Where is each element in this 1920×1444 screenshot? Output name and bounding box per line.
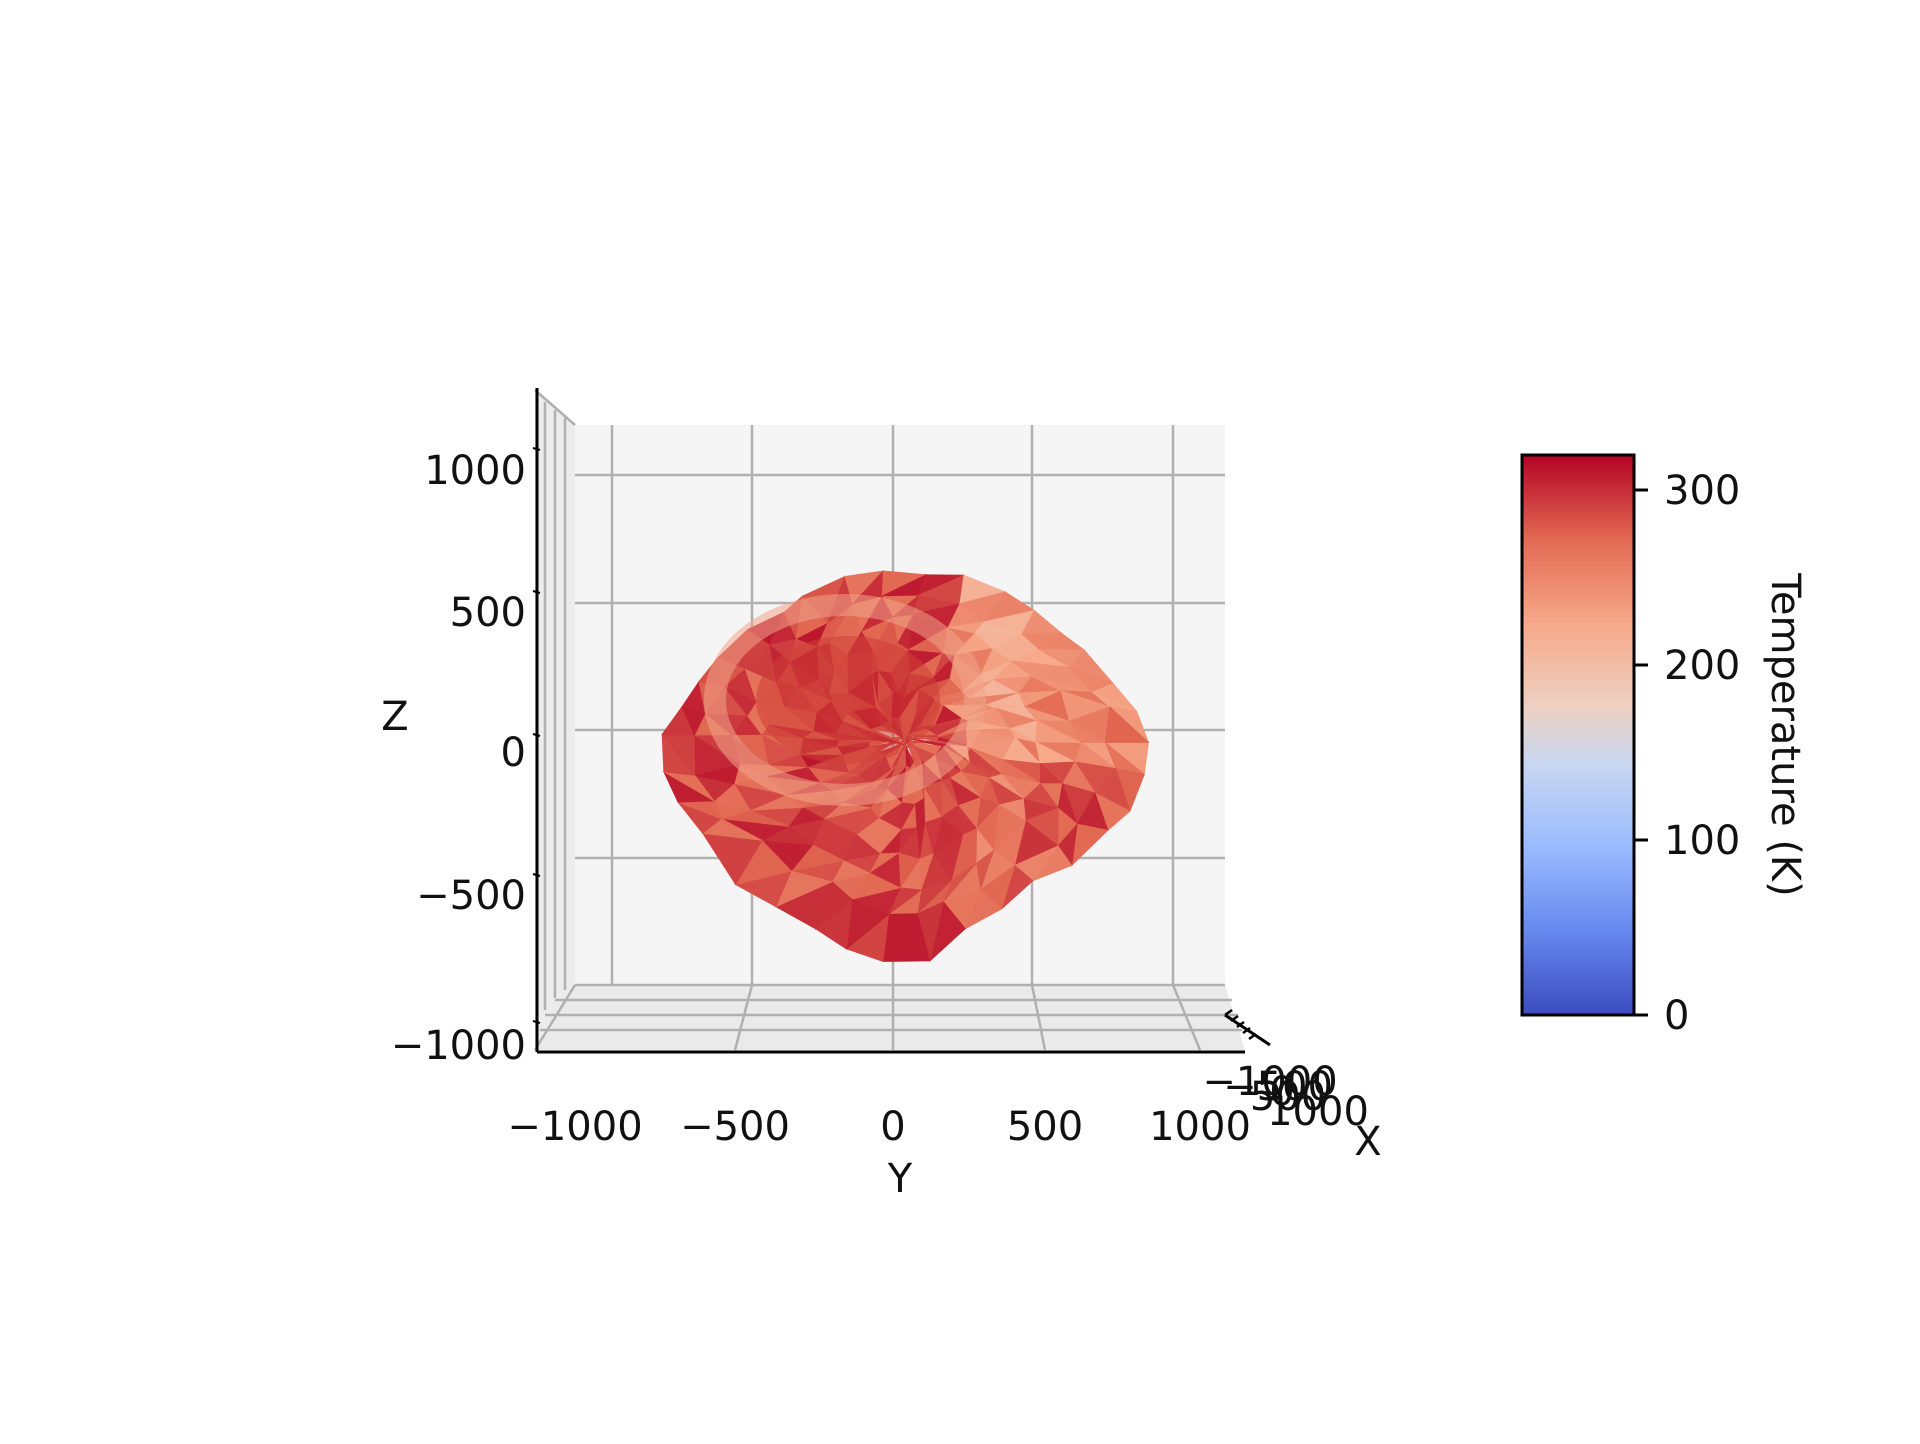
grid-floor-4 xyxy=(1171,984,1202,1051)
z-tick-label-0: −1000 xyxy=(391,1023,526,1069)
temperature-surface xyxy=(661,569,1150,963)
x-tick-label-2: 0 xyxy=(1269,1069,1294,1115)
y-tick-label-1: −500 xyxy=(680,1104,790,1150)
surface-facet-373 xyxy=(1068,720,1107,744)
surface-facet-441 xyxy=(1104,705,1150,743)
y-tick-labels: −1000 −500 0 500 1000 xyxy=(507,1104,1251,1150)
colorbar-ticks: 0 100 200 300 xyxy=(1634,468,1740,1039)
z-tick-mark-4 xyxy=(532,447,541,451)
colorbar-tick-label-2: 200 xyxy=(1664,643,1740,689)
colorbar-tick-label-1: 100 xyxy=(1664,818,1740,864)
surface-facet-305 xyxy=(1035,720,1082,743)
z-tick-mark-2 xyxy=(532,733,541,737)
z-tick-label-2: 0 xyxy=(501,730,526,776)
grid-side-0 xyxy=(534,389,576,426)
grid-floor-0 xyxy=(533,984,577,1051)
x-tick-mark-4 xyxy=(1248,1032,1257,1041)
x-tick-label-0: −1000 xyxy=(1202,1059,1337,1105)
z-tick-mark-3 xyxy=(532,590,541,594)
crater-ridge xyxy=(704,594,986,806)
z-tick-mark-0 xyxy=(532,1020,541,1024)
colorbar-gradient xyxy=(1520,453,1636,1017)
x-tick-mark-1 xyxy=(1230,1014,1239,1023)
z-tick-label-1: −500 xyxy=(416,873,526,919)
colorbar-tick-label-3: 300 xyxy=(1664,468,1740,514)
colorbar: 0 100 200 300 Temperature (K) xyxy=(1520,453,1808,1039)
grid-floor-1 xyxy=(733,984,754,1051)
z-tick-label-4: 1000 xyxy=(424,448,526,494)
y-tick-label-3: 500 xyxy=(1007,1104,1083,1150)
y-axis-label: Y xyxy=(887,1156,913,1202)
z-tick-mark-1 xyxy=(532,873,541,877)
x-tick-label-3: 500 xyxy=(1250,1074,1326,1120)
grid-floor-3 xyxy=(1030,984,1047,1051)
z-tick-labels: −1000 −500 0 500 1000 xyxy=(391,447,541,1069)
y-tick-label-0: −1000 xyxy=(507,1104,642,1150)
x-tick-label-1: −500 xyxy=(1223,1064,1333,1110)
x-tick-mark-2 xyxy=(1236,1020,1245,1029)
z-axis-label: Z xyxy=(381,694,408,740)
colorbar-label: Temperature (K) xyxy=(1762,572,1808,897)
surface-facet-237 xyxy=(1009,727,1036,743)
y-tick-label-2: 0 xyxy=(880,1104,905,1150)
x-axis-label: X xyxy=(1354,1119,1381,1165)
x-tick-label-4: 1000 xyxy=(1267,1089,1369,1135)
colorbar-tick-label-0: 0 xyxy=(1664,993,1689,1039)
crater-floor xyxy=(756,636,940,764)
floor-pane xyxy=(535,985,1245,1050)
x-tick-mark-3 xyxy=(1242,1026,1251,1035)
z-tick-label-3: 500 xyxy=(450,590,526,636)
x-tick-mark-0 xyxy=(1224,1008,1233,1017)
y-tick-label-4: 1000 xyxy=(1149,1104,1251,1150)
